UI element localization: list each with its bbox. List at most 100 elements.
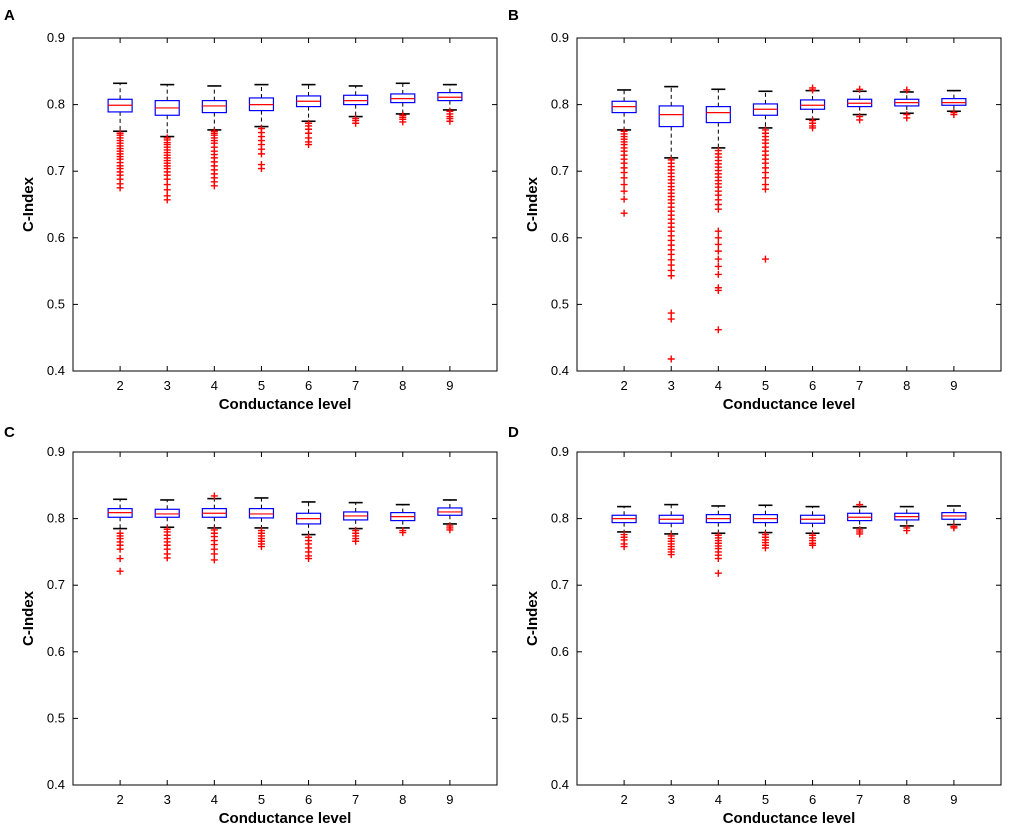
x-tick-label: 2 (116, 378, 123, 393)
x-tick-label: 5 (258, 378, 265, 393)
outlier-marker (667, 355, 675, 363)
outlier-marker (714, 234, 722, 242)
panel-letter: D (508, 424, 519, 441)
outlier-marker (620, 543, 628, 551)
outlier-marker (163, 186, 171, 194)
x-tick-label: 2 (116, 792, 123, 807)
box-3 (658, 85, 684, 363)
panel-b: B 0.4 0.5 0.6 0.7 0.8 0.9 2 3 4 5 6 7 8 9 Conductance l… (508, 7, 1002, 413)
x-tick-label: 8 (903, 792, 910, 807)
box-6 (295, 501, 322, 563)
outlier-marker (210, 182, 218, 190)
outlier-marker (116, 567, 124, 575)
outlier-marker (714, 286, 722, 294)
box-4 (201, 85, 227, 190)
outlier-marker (620, 181, 628, 189)
x-tick-label: 6 (305, 792, 312, 807)
x-tick-label: 5 (762, 792, 769, 807)
outlier-marker (761, 255, 769, 263)
y-tick-label: 0.9 (47, 30, 65, 45)
iqr-box (201, 100, 227, 114)
outlier-marker (667, 315, 675, 323)
outlier-marker (856, 530, 864, 538)
box-6 (799, 505, 826, 549)
outlier-marker (667, 309, 675, 317)
box-4 (705, 505, 731, 577)
x-tick-label: 7 (352, 378, 359, 393)
iqr-box (437, 92, 463, 102)
outlier-marker (714, 326, 722, 334)
outlier-marker (714, 262, 722, 270)
outlier-marker (257, 150, 265, 158)
x-tick-label: 9 (446, 792, 453, 807)
x-tick-label: 8 (903, 378, 910, 393)
panel-c: C 0.4 0.5 0.6 0.7 0.8 0.9 2 3 4 5 6 7 8 9 Conductance l… (4, 424, 498, 827)
box-8 (390, 82, 416, 126)
y-axis-label: C-Index (524, 176, 541, 232)
box-4 (705, 88, 731, 334)
x-tick-label: 2 (620, 378, 627, 393)
outlier-marker (950, 111, 958, 119)
y-tick-label: 0.7 (551, 577, 569, 592)
x-axis-label: Conductance level (723, 810, 856, 827)
y-tick-label: 0.5 (47, 710, 65, 725)
outlier-marker (116, 555, 124, 563)
box-9 (941, 505, 967, 532)
outlier-marker (950, 524, 958, 532)
plot-frame (576, 37, 1002, 372)
outlier-marker (620, 195, 628, 203)
box-5 (248, 497, 275, 551)
outlier-marker (620, 209, 628, 217)
outlier-marker (352, 537, 360, 545)
outlier-marker (809, 86, 817, 94)
outlier-marker (761, 185, 769, 193)
outlier-marker (856, 501, 864, 509)
outlier-marker (856, 116, 864, 124)
outlier-marker (903, 86, 911, 94)
x-tick-label: 3 (164, 378, 171, 393)
iqr-box (658, 105, 684, 128)
outlier-marker (620, 174, 628, 182)
x-tick-label: 9 (950, 792, 957, 807)
y-tick-label: 0.6 (47, 230, 65, 245)
y-tick-label: 0.9 (551, 30, 569, 45)
outlier-marker (809, 124, 817, 132)
plot-frame (576, 451, 1002, 786)
outlier-marker (210, 556, 218, 564)
x-tick-label: 8 (399, 792, 406, 807)
plot-frame (72, 451, 498, 786)
outlier-marker (163, 554, 171, 562)
x-tick-label: 4 (715, 792, 722, 807)
y-tick-label: 0.7 (47, 577, 65, 592)
box-3 (658, 503, 684, 559)
y-tick-label: 0.9 (551, 444, 569, 459)
outlier-marker (714, 205, 722, 213)
box-8 (894, 86, 920, 122)
box-9 (437, 499, 463, 534)
outlier-marker (714, 270, 722, 278)
iqr-box (248, 508, 275, 519)
outlier-marker (399, 118, 407, 126)
box-7 (343, 501, 369, 545)
x-tick-label: 7 (856, 792, 863, 807)
panel-a: A 0.4 0.5 0.6 0.7 0.8 0.9 2 3 4 5 6 7 8 9 Conductance l… (4, 7, 498, 413)
y-tick-label: 0.5 (47, 296, 65, 311)
box-2 (611, 505, 637, 551)
outlier-marker (116, 184, 124, 192)
x-tick-label: 7 (856, 378, 863, 393)
x-tick-label: 5 (258, 792, 265, 807)
box-2 (107, 498, 133, 575)
iqr-box (154, 508, 180, 518)
x-tick-label: 6 (809, 378, 816, 393)
y-tick-label: 0.6 (551, 230, 569, 245)
outlier-marker (903, 527, 911, 535)
outlier-marker (257, 165, 265, 173)
y-tick-label: 0.5 (551, 296, 569, 311)
box-5 (248, 83, 275, 173)
box-7 (343, 85, 369, 127)
outlier-marker (761, 544, 769, 552)
x-tick-label: 7 (352, 792, 359, 807)
box-9 (437, 83, 463, 125)
outlier-marker (714, 255, 722, 263)
